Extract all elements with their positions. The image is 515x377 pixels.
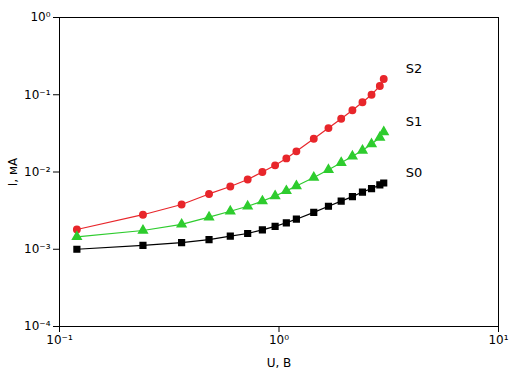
svg-text:10⁻¹: 10⁻¹ [24,88,51,102]
svg-text:U, В: U, В [267,356,292,370]
svg-text:10⁰: 10⁰ [269,333,289,347]
svg-text:10¹: 10¹ [488,333,508,347]
svg-text:S2: S2 [406,61,423,76]
svg-text:I, мА: I, мА [6,157,20,186]
svg-text:10⁻⁴: 10⁻⁴ [24,319,51,333]
svg-text:10⁻¹: 10⁻¹ [46,333,73,347]
svg-text:S0: S0 [406,165,423,180]
svg-text:10⁻²: 10⁻² [24,165,51,179]
svg-text:10⁻³: 10⁻³ [24,242,51,256]
svg-text:10⁰: 10⁰ [30,10,50,24]
svg-text:S1: S1 [406,114,423,129]
